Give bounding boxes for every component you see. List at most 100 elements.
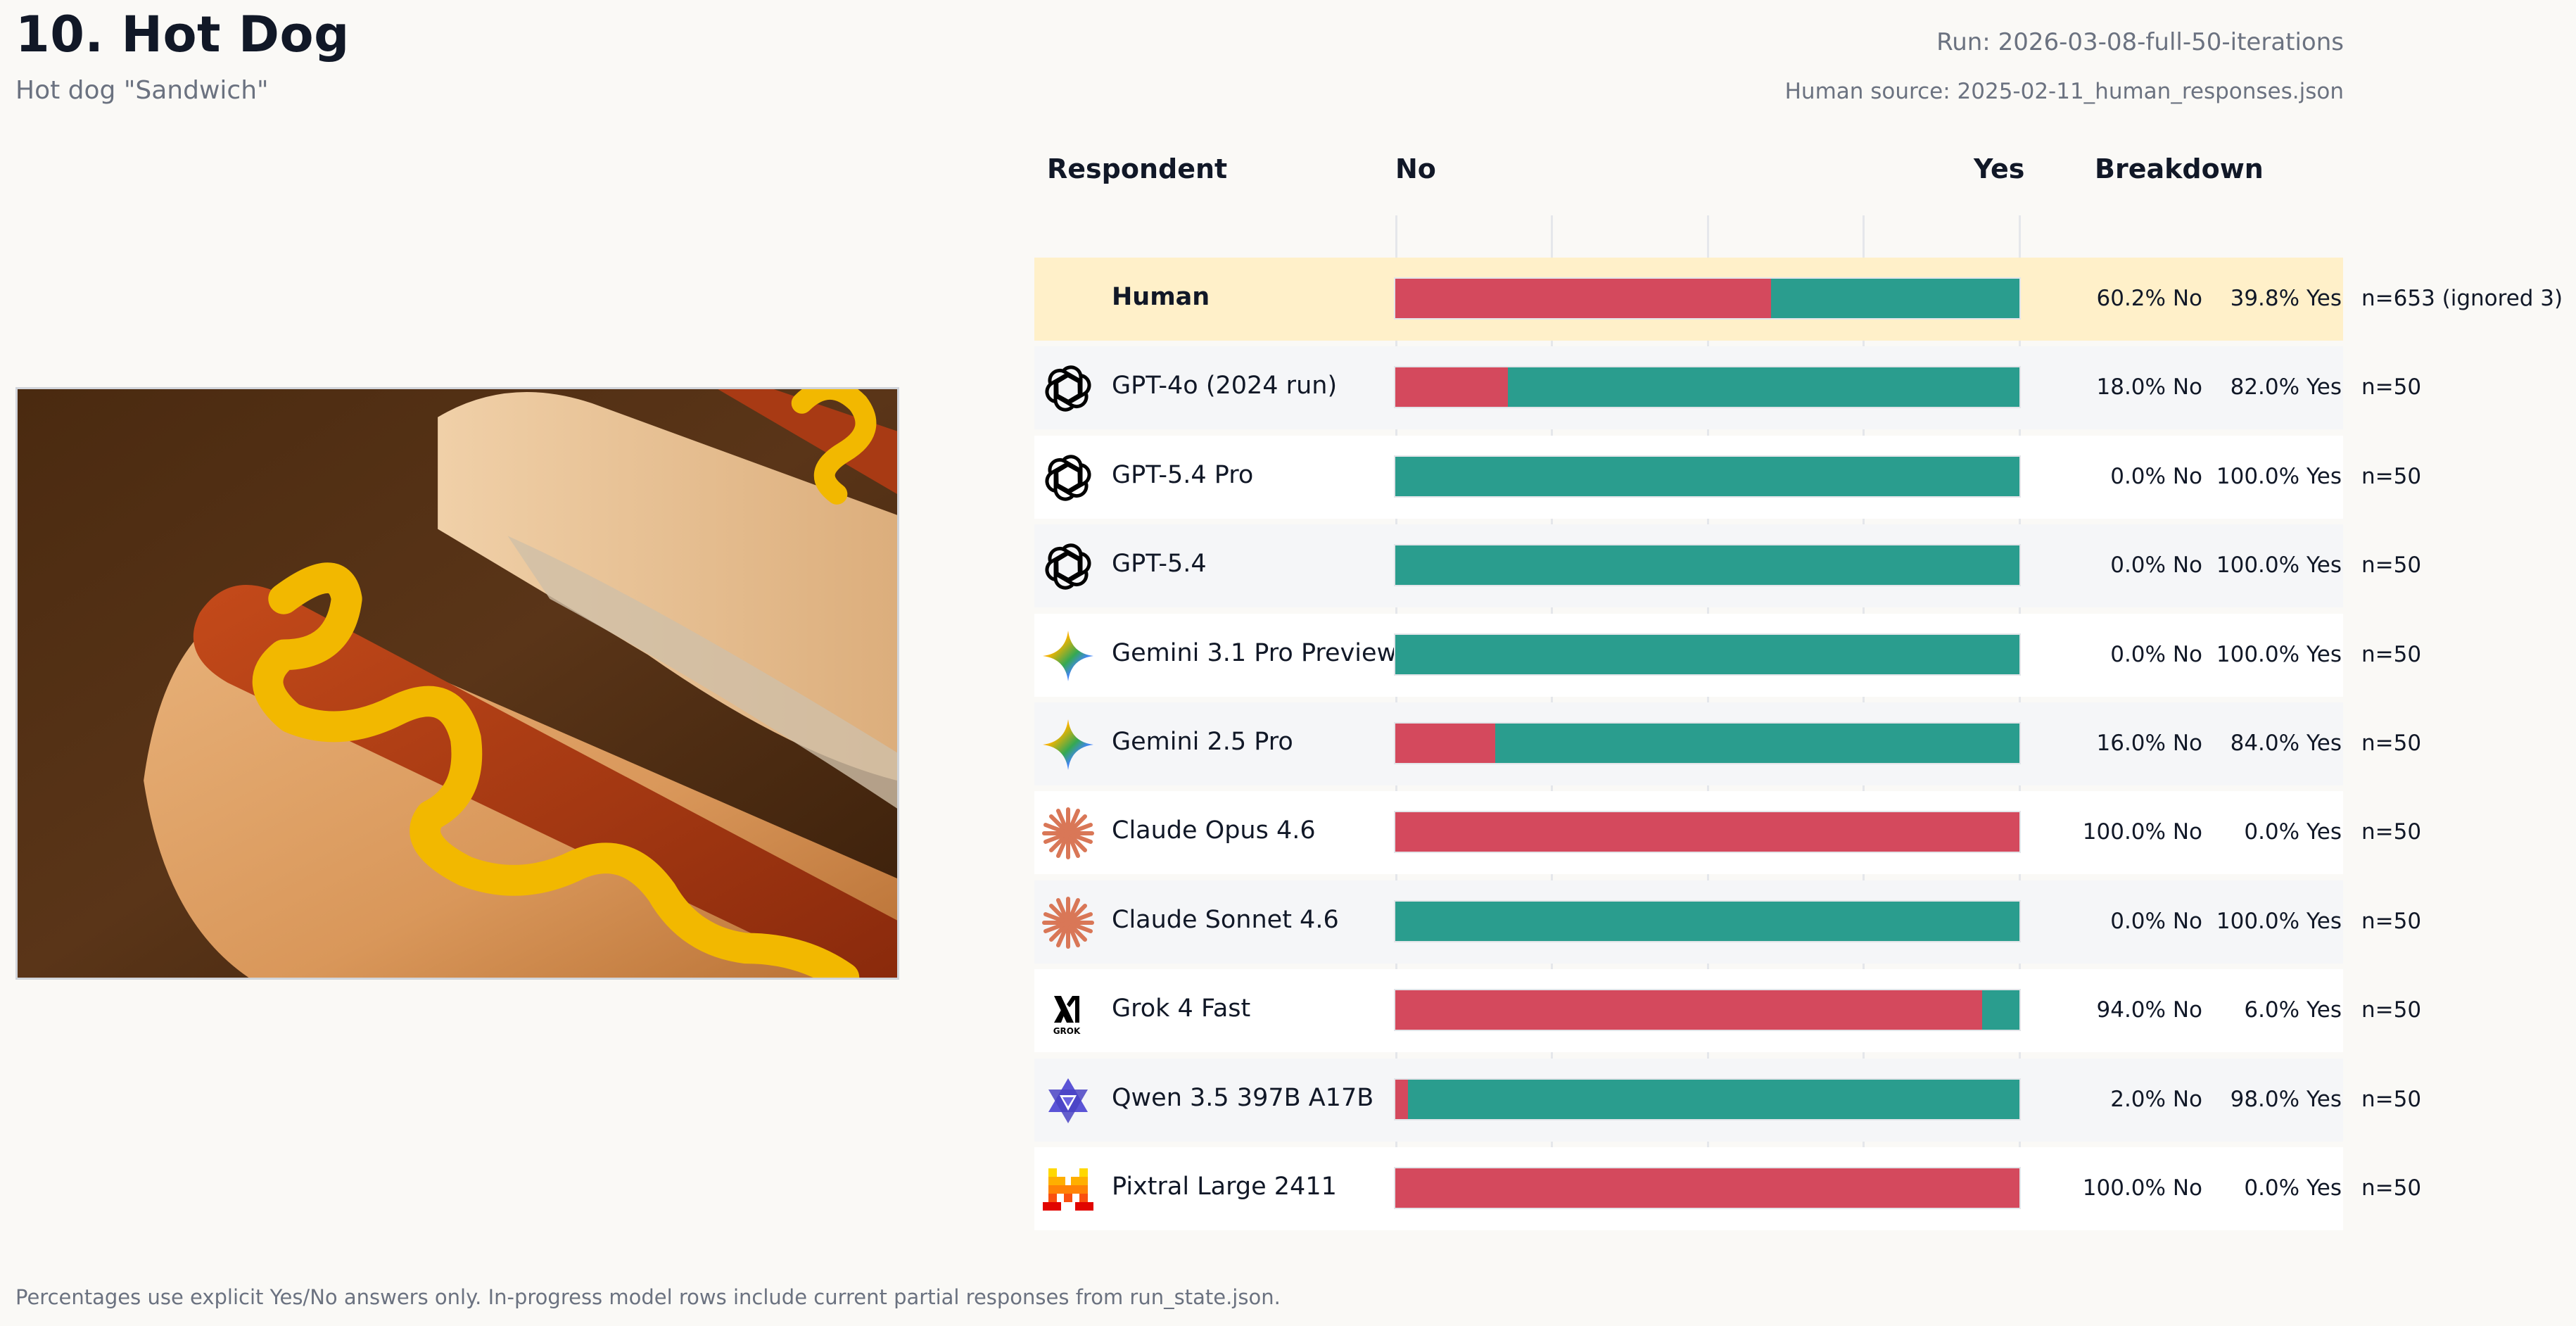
sample-size: n=50 [2361, 819, 2422, 845]
sample-size: n=50 [2361, 463, 2422, 489]
respondent-name: Gemini 3.1 Pro Preview [1112, 638, 1397, 667]
respondent-name: Pixtral Large 2411 [1112, 1173, 1337, 1201]
human-source-label: Human source: 2025-02-11_human_responses… [1784, 79, 2344, 104]
table-row: GROK Grok 4 Fast 94.0% No 6.0% Yes n=50 [1034, 969, 2421, 1053]
bar-segment-yes [1407, 1079, 2019, 1119]
sample-size: n=50 [2361, 374, 2422, 400]
respondent-name: Grok 4 Fast [1112, 994, 1251, 1023]
column-header-respondent: Respondent [1047, 153, 1228, 184]
percent-yes: 84.0% Yes [2230, 731, 2342, 756]
table-row: Human 60.2% No 39.8% Yes n=653 (ignored 3) [1034, 258, 2563, 341]
respondent-name: GPT-5.4 [1112, 550, 1207, 579]
stacked-bar [1395, 367, 2019, 408]
bar-segment-no [1395, 1168, 2019, 1208]
sample-size: n=50 [2361, 1175, 2422, 1201]
sample-size: n=50 [2361, 908, 2422, 934]
bar-segment-yes [1395, 634, 2019, 674]
sample-size: n=50 [2361, 997, 2422, 1023]
percent-yes: 6.0% Yes [2244, 997, 2342, 1023]
stacked-bar [1395, 812, 2019, 852]
svg-text:GROK: GROK [1053, 1026, 1081, 1036]
table-row: GPT-4o (2024 run) 18.0% No 82.0% Yes n=50 [1034, 346, 2421, 430]
table-row: GPT-5.4 0.0% No 100.0% Yes n=50 [1034, 524, 2421, 608]
respondent-name: Claude Sonnet 4.6 [1112, 905, 1339, 934]
percent-no: 60.2% No [2096, 286, 2203, 311]
stacked-bar [1395, 990, 2019, 1030]
stacked-bar [1395, 545, 2019, 586]
column-header-no: No [1395, 153, 1436, 184]
bar-segment-no [1395, 990, 1982, 1030]
percent-yes: 39.8% Yes [2230, 286, 2342, 311]
gemini-icon [1040, 716, 1096, 773]
column-header-breakdown: Breakdown [2095, 153, 2264, 184]
claude-icon [1040, 805, 1096, 861]
percent-yes: 82.0% Yes [2230, 374, 2342, 400]
gemini-icon [1040, 628, 1096, 684]
sample-size: n=50 [2361, 731, 2422, 756]
percent-yes: 98.0% Yes [2230, 1086, 2342, 1112]
percent-no: 0.0% No [2110, 552, 2202, 579]
respondent-name: Qwen 3.5 397B A17B [1112, 1083, 1374, 1112]
sample-size: n=50 [2361, 1086, 2422, 1112]
table-row: Claude Sonnet 4.6 0.0% No 100.0% Yes n=50 [1034, 880, 2421, 964]
run-label: Run: 2026-03-08-full-50-iterations [1936, 28, 2344, 56]
bar-segment-no [1395, 279, 1771, 318]
stacked-bar [1395, 724, 2019, 763]
respondent-name: GPT-4o (2024 run) [1112, 372, 1338, 400]
percent-yes: 100.0% Yes [2216, 463, 2342, 489]
percent-yes: 0.0% Yes [2244, 1175, 2342, 1201]
grok-icon: GROK [1040, 983, 1096, 1040]
bar-segment-yes [1507, 367, 2019, 408]
bar-segment-yes [1395, 901, 2019, 941]
percent-no: 0.0% No [2110, 463, 2202, 489]
bar-segment-no [1395, 812, 2019, 852]
bar-segment-yes [1395, 545, 2019, 586]
percent-no: 0.0% No [2110, 908, 2202, 934]
bar-segment-no [1395, 724, 1495, 763]
bar-segment-yes [1395, 456, 2019, 496]
respondent-name: GPT-5.4 Pro [1112, 460, 1254, 489]
percent-no: 18.0% No [2096, 374, 2203, 400]
mistral-icon [1040, 1161, 1096, 1218]
hot-dog-photo [15, 387, 899, 980]
percent-no: 2.0% No [2110, 1086, 2202, 1112]
table-row: Pixtral Large 2411 100.0% No 0.0% Yes n=50 [1034, 1147, 2421, 1230]
percent-no: 0.0% No [2110, 641, 2202, 667]
qwen-icon [1040, 1073, 1096, 1129]
bar-segment-no [1395, 1079, 1408, 1119]
bar-segment-yes [1981, 990, 2019, 1030]
table-row: GPT-5.4 Pro 0.0% No 100.0% Yes n=50 [1034, 435, 2421, 519]
stacked-bar [1395, 901, 2019, 941]
claude-icon [1040, 895, 1096, 951]
openai-icon [1040, 538, 1096, 595]
percent-no: 100.0% No [2082, 1175, 2202, 1201]
page-subtitle: Hot dog "Sandwich" [15, 76, 269, 105]
table-row: Gemini 2.5 Pro 16.0% No 84.0% Yes n=50 [1034, 702, 2421, 785]
percent-no: 100.0% No [2082, 819, 2202, 845]
percent-no: 16.0% No [2096, 731, 2203, 756]
footnote: Percentages use explicit Yes/No answers … [15, 1285, 1281, 1309]
table-row: Gemini 3.1 Pro Preview 0.0% No 100.0% Yes n… [1034, 613, 2421, 697]
hot-dog-illustration [18, 389, 897, 978]
sample-size: n=653 (ignored 3) [2361, 286, 2563, 311]
page-title: 10. Hot Dog [15, 6, 350, 63]
table-row: Qwen 3.5 397B A17B 2.0% No 98.0% Yes n=50 [1034, 1058, 2421, 1142]
percent-yes: 100.0% Yes [2216, 641, 2342, 667]
percent-yes: 100.0% Yes [2216, 552, 2342, 579]
percent-yes: 100.0% Yes [2216, 908, 2342, 934]
openai-icon [1040, 360, 1096, 417]
table-row: Claude Opus 4.6 100.0% No 0.0% Yes n=50 [1034, 791, 2421, 875]
bar-segment-yes [1495, 724, 2019, 763]
stacked-bar [1395, 1168, 2019, 1208]
stacked-bar [1395, 634, 2019, 674]
percent-yes: 0.0% Yes [2244, 819, 2342, 845]
stacked-bar [1395, 279, 2019, 318]
sample-size: n=50 [2361, 641, 2422, 667]
respondent-name: Gemini 2.5 Pro [1112, 728, 1293, 756]
respondent-name: Claude Opus 4.6 [1112, 816, 1316, 845]
sample-size: n=50 [2361, 552, 2422, 579]
percent-no: 94.0% No [2096, 997, 2203, 1023]
respondent-name: Human [1112, 283, 1210, 311]
bar-segment-yes [1770, 279, 2019, 318]
openai-icon [1040, 450, 1096, 506]
